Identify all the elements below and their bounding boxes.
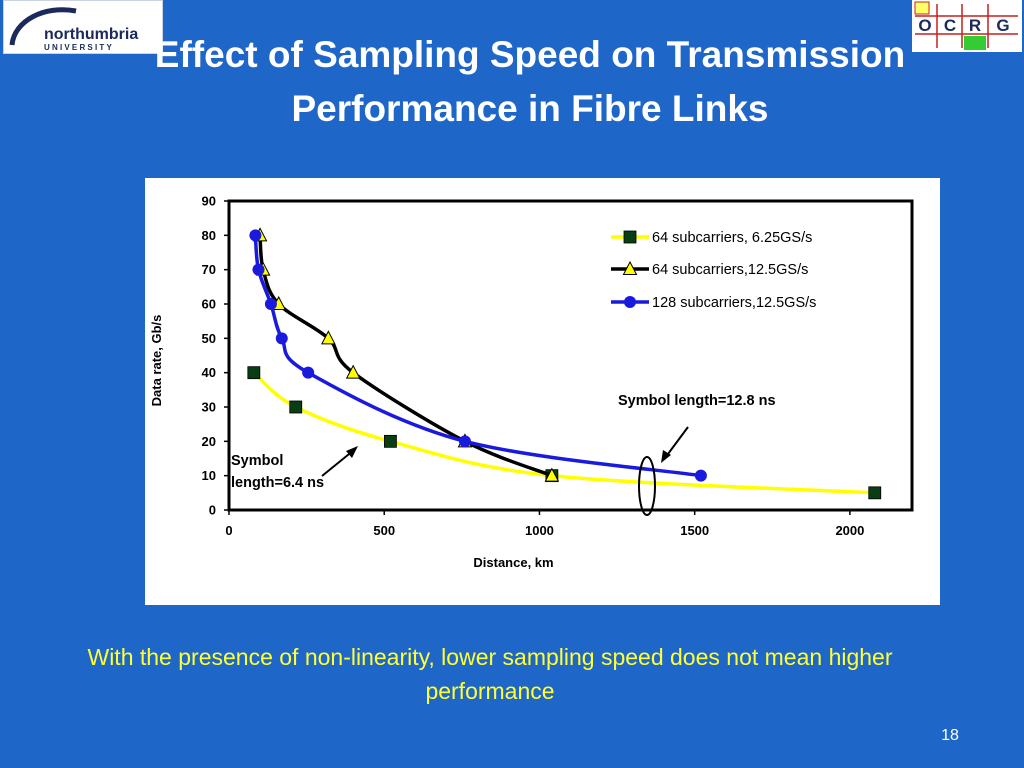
x-tick-label: 2000 xyxy=(835,523,864,538)
y-tick-label: 0 xyxy=(209,503,216,518)
series-1-point xyxy=(868,486,882,500)
ocrg-letter-c: C xyxy=(944,16,956,35)
slide-title: Effect of Sampling Speed on Transmission… xyxy=(154,34,906,129)
legend-label-1: 64 subcarriers, 6.25GS/s xyxy=(652,230,812,246)
y-axis-label: Data rate, Gb/s xyxy=(149,315,164,407)
x-tick-label: 1500 xyxy=(680,523,709,538)
annotation-ellipse-12-8 xyxy=(638,456,656,516)
y-tick-label: 80 xyxy=(202,228,216,243)
ocrg-letter-g: G xyxy=(996,16,1009,35)
x-axis-label: Distance, km xyxy=(473,555,553,570)
legend-marker-2 xyxy=(622,260,638,275)
series-3-point xyxy=(252,263,265,276)
series-2-point xyxy=(321,330,336,345)
chart-series xyxy=(247,227,882,500)
legend-label-3: 128 subcarriers,12.5GS/s xyxy=(652,295,816,311)
northumbria-logo-arc xyxy=(9,7,77,46)
series-1-point xyxy=(289,400,303,414)
chart-axes: 0 10 20 30 40 50 60 70 80 90 0 500 1000 1500 2000 Dista… xyxy=(149,194,914,570)
chart-panel: 0 10 20 30 40 50 60 70 80 90 0 500 1000 1500 2000 Dista… xyxy=(145,178,940,605)
series-1-point xyxy=(384,434,397,448)
series-3-point xyxy=(249,229,262,242)
x-tick-label: 1000 xyxy=(525,523,554,538)
annotation-symbol-6-4-line: Symbol xyxy=(231,453,283,469)
y-tick-label: 40 xyxy=(202,365,216,380)
series-1-point xyxy=(247,366,261,380)
ocrg-logo-graphic: O C R G xyxy=(914,1,1018,50)
ocrg-green-square xyxy=(964,36,986,50)
annotation-arrow-12-8 xyxy=(664,426,689,459)
y-tick-label: 90 xyxy=(202,194,216,209)
x-tick-label: 500 xyxy=(373,523,395,538)
annotation-arrow-6-4 xyxy=(321,449,355,477)
annotation-arrowhead-6-4 xyxy=(346,446,358,458)
northumbria-logo-graphic: northumbria UNIVERSITY xyxy=(9,7,138,52)
y-tick-label: 20 xyxy=(202,434,216,449)
annotation-symbol-12-8-line: Symbol length=12.8 ns xyxy=(618,393,776,409)
page-number: 18 xyxy=(941,727,959,744)
series-2-point xyxy=(345,364,361,379)
legend-marker-1 xyxy=(623,230,637,244)
annotation-arrowhead-12-8 xyxy=(661,450,671,463)
annotation-symbol-6-4-line: length=6.4 ns xyxy=(231,475,324,491)
series-3-point xyxy=(264,298,277,310)
y-tick-label: 50 xyxy=(202,331,216,346)
y-tick-label: 30 xyxy=(202,400,216,415)
series-3-point xyxy=(694,469,707,482)
chart-annotations: Symbol length=6.4 ns Symbol length=12.8 ns xyxy=(231,393,776,516)
northumbria-logo-sub: UNIVERSITY xyxy=(44,43,114,52)
series-line-1 xyxy=(252,371,875,495)
plot-area-frame xyxy=(227,199,914,512)
ocrg-logo: O C R G xyxy=(912,0,1022,52)
legend-marker-3 xyxy=(624,296,636,308)
chart-legend: 64 subcarriers, 6.25GS/s 64 subcarriers,1… xyxy=(611,230,816,311)
series-3-point xyxy=(275,332,288,345)
series-2-point xyxy=(544,467,560,482)
y-tick-label: 10 xyxy=(202,468,216,483)
ocrg-yellow-square xyxy=(914,1,930,15)
series-3-point xyxy=(302,366,315,379)
line-chart: 0 10 20 30 40 50 60 70 80 90 0 500 1000 1500 2000 Dista… xyxy=(149,194,914,570)
series-line-2 xyxy=(258,235,553,478)
northumbria-logo-name: northumbria xyxy=(44,26,138,43)
x-tick-label: 0 xyxy=(225,523,232,538)
y-tick-label: 60 xyxy=(202,297,216,312)
y-tick-label: 70 xyxy=(202,262,216,277)
slide-caption: With the presence of non-linearity, lowe… xyxy=(87,644,893,704)
northumbria-logo: northumbria UNIVERSITY xyxy=(3,0,163,54)
legend-label-2: 64 subcarriers,12.5GS/s xyxy=(652,262,808,278)
ocrg-letter-r: R xyxy=(969,16,981,35)
series-3-point xyxy=(458,435,471,448)
ocrg-letter-o: O xyxy=(918,16,931,35)
